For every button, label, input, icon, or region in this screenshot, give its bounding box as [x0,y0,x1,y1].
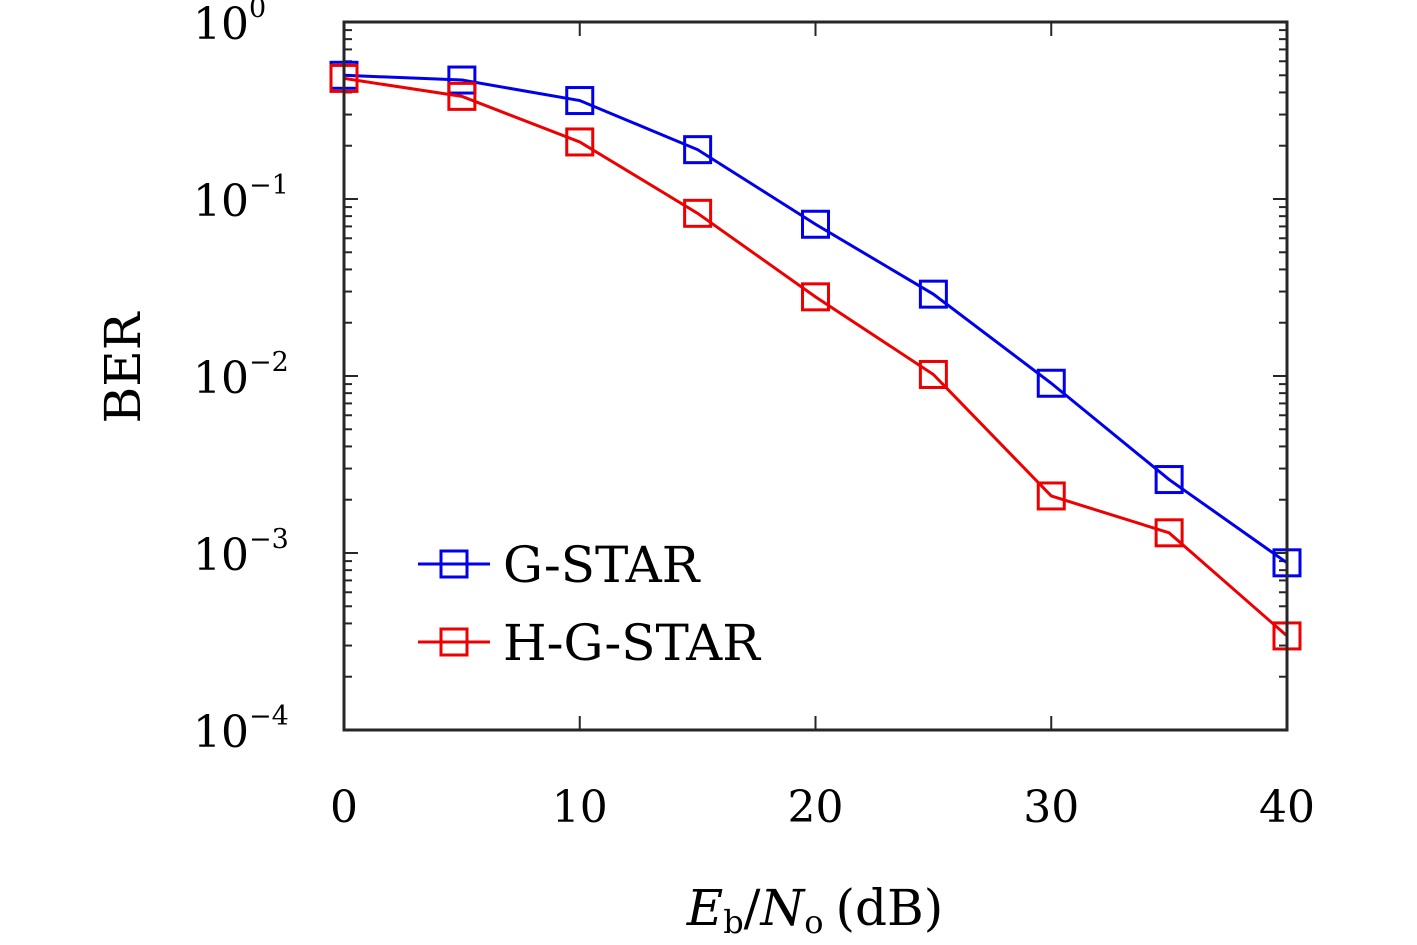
y-tick-label-exponent: −1 [249,170,289,201]
y-tick-label: 10−2 [193,347,289,404]
y-tick-label-exponent: 0 [249,0,266,24]
x-axis-title-o: o [804,903,823,941]
data-point-h-g-star [683,198,713,228]
data-point-h-g-star [918,359,948,389]
y-tick-label: 100 [193,0,266,50]
legend-label-g-star: G-STAR [503,536,701,594]
data-point-g-star [1036,368,1066,398]
y-tick-label-base: 10 [193,176,249,227]
y-tick-label: 10−4 [193,701,289,758]
series-line-g-star [343,73,1288,565]
y-tick-label: 10−3 [193,524,289,581]
legend: G-STAR H-G-STAR [418,536,761,672]
data-point-h-g-star [447,81,477,111]
legend-marker-h-g-star [439,627,469,657]
data-point-h-g-star [1154,518,1184,548]
x-tick-label: 30 [1023,782,1079,833]
data-point-g-star [801,209,830,239]
series-line-h-g-star [343,76,1288,638]
legend-label-h-g-star: H-G-STAR [503,614,761,672]
x-tick-label: 0 [330,782,358,833]
data-point-h-g-star [801,282,830,312]
y-axis-title: BER [94,311,152,423]
x-axis-title-n: N [760,879,807,937]
data-point-g-star [683,135,713,165]
data-point-h-g-star [565,127,595,157]
data-point-g-star [1154,465,1184,495]
data-point-g-star [918,279,948,309]
y-tick-label-base: 10 [193,353,249,404]
x-axis-title-e: E [686,879,724,937]
x-tick-label: 40 [1259,782,1315,833]
y-tick-label-base: 10 [193,707,249,758]
x-tick-label: 20 [788,782,844,833]
data-point-h-g-star [1036,481,1066,511]
y-tick-label: 10−1 [193,170,289,227]
y-tick-label-exponent: −2 [249,347,289,378]
plot-area-frame [342,20,1289,732]
x-axis-title-unit: (dB) [836,879,944,937]
legend-marker-g-star [439,549,469,579]
plot-series [329,60,1302,651]
x-axis-title-b: b [723,903,743,941]
data-point-g-star [447,65,477,95]
x-tick-labels: 0 10 20 30 40 [330,782,1315,833]
x-axis-title: Eb/No (dB) [686,879,944,941]
y-tick-label-exponent: −3 [249,524,289,555]
data-point-g-star [565,86,595,116]
x-tick-label: 10 [552,782,608,833]
axis-ticks [343,21,1288,731]
y-tick-label-exponent: −4 [249,701,289,732]
x-axis-title-slash: / [744,879,761,937]
y-tick-label-base: 10 [193,530,249,581]
y-tick-label-base: 10 [193,0,249,50]
